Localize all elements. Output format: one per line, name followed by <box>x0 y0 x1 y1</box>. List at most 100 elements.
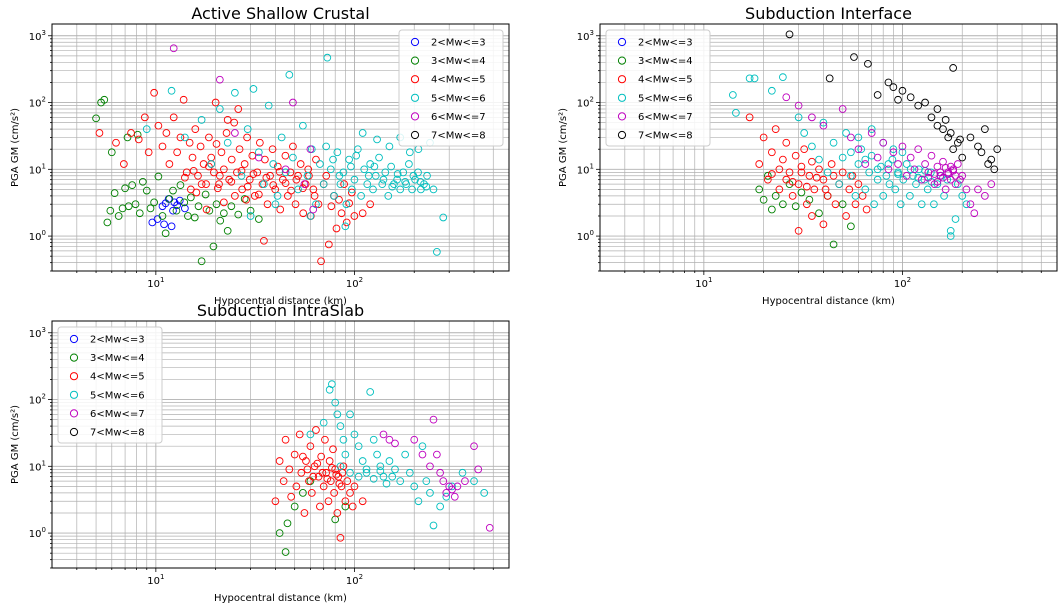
data-point <box>364 171 373 180</box>
data-point <box>227 155 236 164</box>
data-point <box>323 53 332 62</box>
ticks: 100 101 101 102 102 103 <box>29 326 494 587</box>
data-point <box>873 153 882 162</box>
data-point <box>865 168 874 177</box>
data-point <box>910 165 919 174</box>
data-point <box>362 465 371 474</box>
x-axis-label: Hypocentral distance (km) <box>214 296 347 307</box>
data-point <box>381 168 390 177</box>
y-axis-label: PGA GM (cm/s²) <box>10 405 21 484</box>
series-6 <box>785 30 1002 174</box>
data-point <box>745 113 754 122</box>
data-point <box>956 135 964 144</box>
y-tick-label: 102 <box>577 96 594 110</box>
data-point <box>930 200 938 209</box>
legend-marker <box>410 93 420 102</box>
data-point <box>322 468 330 477</box>
data-point <box>862 205 871 214</box>
data-point <box>134 135 143 144</box>
data-point <box>124 202 133 211</box>
series-5 <box>379 415 494 532</box>
data-point <box>759 195 768 204</box>
data-point <box>436 502 444 511</box>
data-point <box>197 180 206 188</box>
data-point <box>312 155 320 164</box>
data-point <box>300 180 309 188</box>
data-point <box>110 189 119 197</box>
data-point <box>941 116 950 124</box>
data-point <box>930 170 939 178</box>
data-point <box>246 212 255 220</box>
ticks: 100 101 101 102 102 103 <box>577 29 1042 290</box>
data-point <box>768 205 776 214</box>
data-point <box>808 212 816 220</box>
data-point <box>237 166 246 175</box>
data-point <box>873 91 882 99</box>
data-point <box>750 74 759 83</box>
data-point <box>271 497 280 506</box>
data-point <box>306 212 315 220</box>
data-point <box>354 442 363 451</box>
data-point <box>936 168 945 177</box>
data-point <box>405 148 414 157</box>
data-point <box>835 180 843 188</box>
data-point <box>223 116 232 124</box>
data-point <box>810 185 819 194</box>
data-point <box>805 171 814 180</box>
legend-marker <box>410 75 420 84</box>
data-point <box>788 192 797 200</box>
y-tick-label: 102 <box>29 393 46 407</box>
data-point <box>330 192 338 200</box>
data-point <box>227 177 236 186</box>
data-point <box>324 240 333 249</box>
data-point <box>745 74 754 83</box>
data-point <box>180 198 189 207</box>
data-point <box>861 155 870 164</box>
data-point <box>212 200 221 209</box>
legend-label: 3<Mw<=4 <box>90 353 145 364</box>
data-point <box>732 109 740 117</box>
data-point <box>393 170 402 178</box>
data-point <box>409 171 418 180</box>
legend-frame <box>398 29 504 147</box>
data-point <box>325 457 334 465</box>
data-point <box>268 145 277 154</box>
data-point <box>366 388 375 396</box>
data-point <box>384 192 393 200</box>
data-point <box>842 129 850 137</box>
data-point <box>330 489 338 497</box>
data-point <box>346 468 354 477</box>
data-point <box>146 204 155 213</box>
data-point <box>281 435 290 444</box>
data-point <box>902 160 911 168</box>
legend-label: 5<Mw<=6 <box>90 390 145 401</box>
legend-label: 7<Mw<=8 <box>638 131 693 142</box>
data-point <box>215 180 223 188</box>
data-point <box>289 98 297 107</box>
data-point <box>470 442 478 451</box>
data-point <box>131 200 140 209</box>
data-point <box>399 168 408 177</box>
y-tick-label: 101 <box>577 162 594 176</box>
data-point <box>309 205 318 214</box>
data-point <box>879 138 888 147</box>
data-point <box>299 184 307 193</box>
y-tick-label: 100 <box>577 229 594 243</box>
data-point <box>416 177 425 186</box>
data-point <box>808 157 816 166</box>
data-point <box>277 133 286 142</box>
data-point <box>388 472 397 481</box>
data-point <box>847 171 855 180</box>
data-point <box>217 148 226 157</box>
data-point <box>254 153 263 162</box>
data-point <box>254 148 263 157</box>
data-point <box>215 105 224 113</box>
data-point <box>150 88 158 97</box>
data-point <box>167 86 176 95</box>
data-point <box>450 492 459 501</box>
data-point <box>106 206 115 215</box>
data-point <box>173 148 181 157</box>
data-point <box>340 180 348 188</box>
data-point <box>269 181 278 189</box>
data-point <box>829 138 838 147</box>
